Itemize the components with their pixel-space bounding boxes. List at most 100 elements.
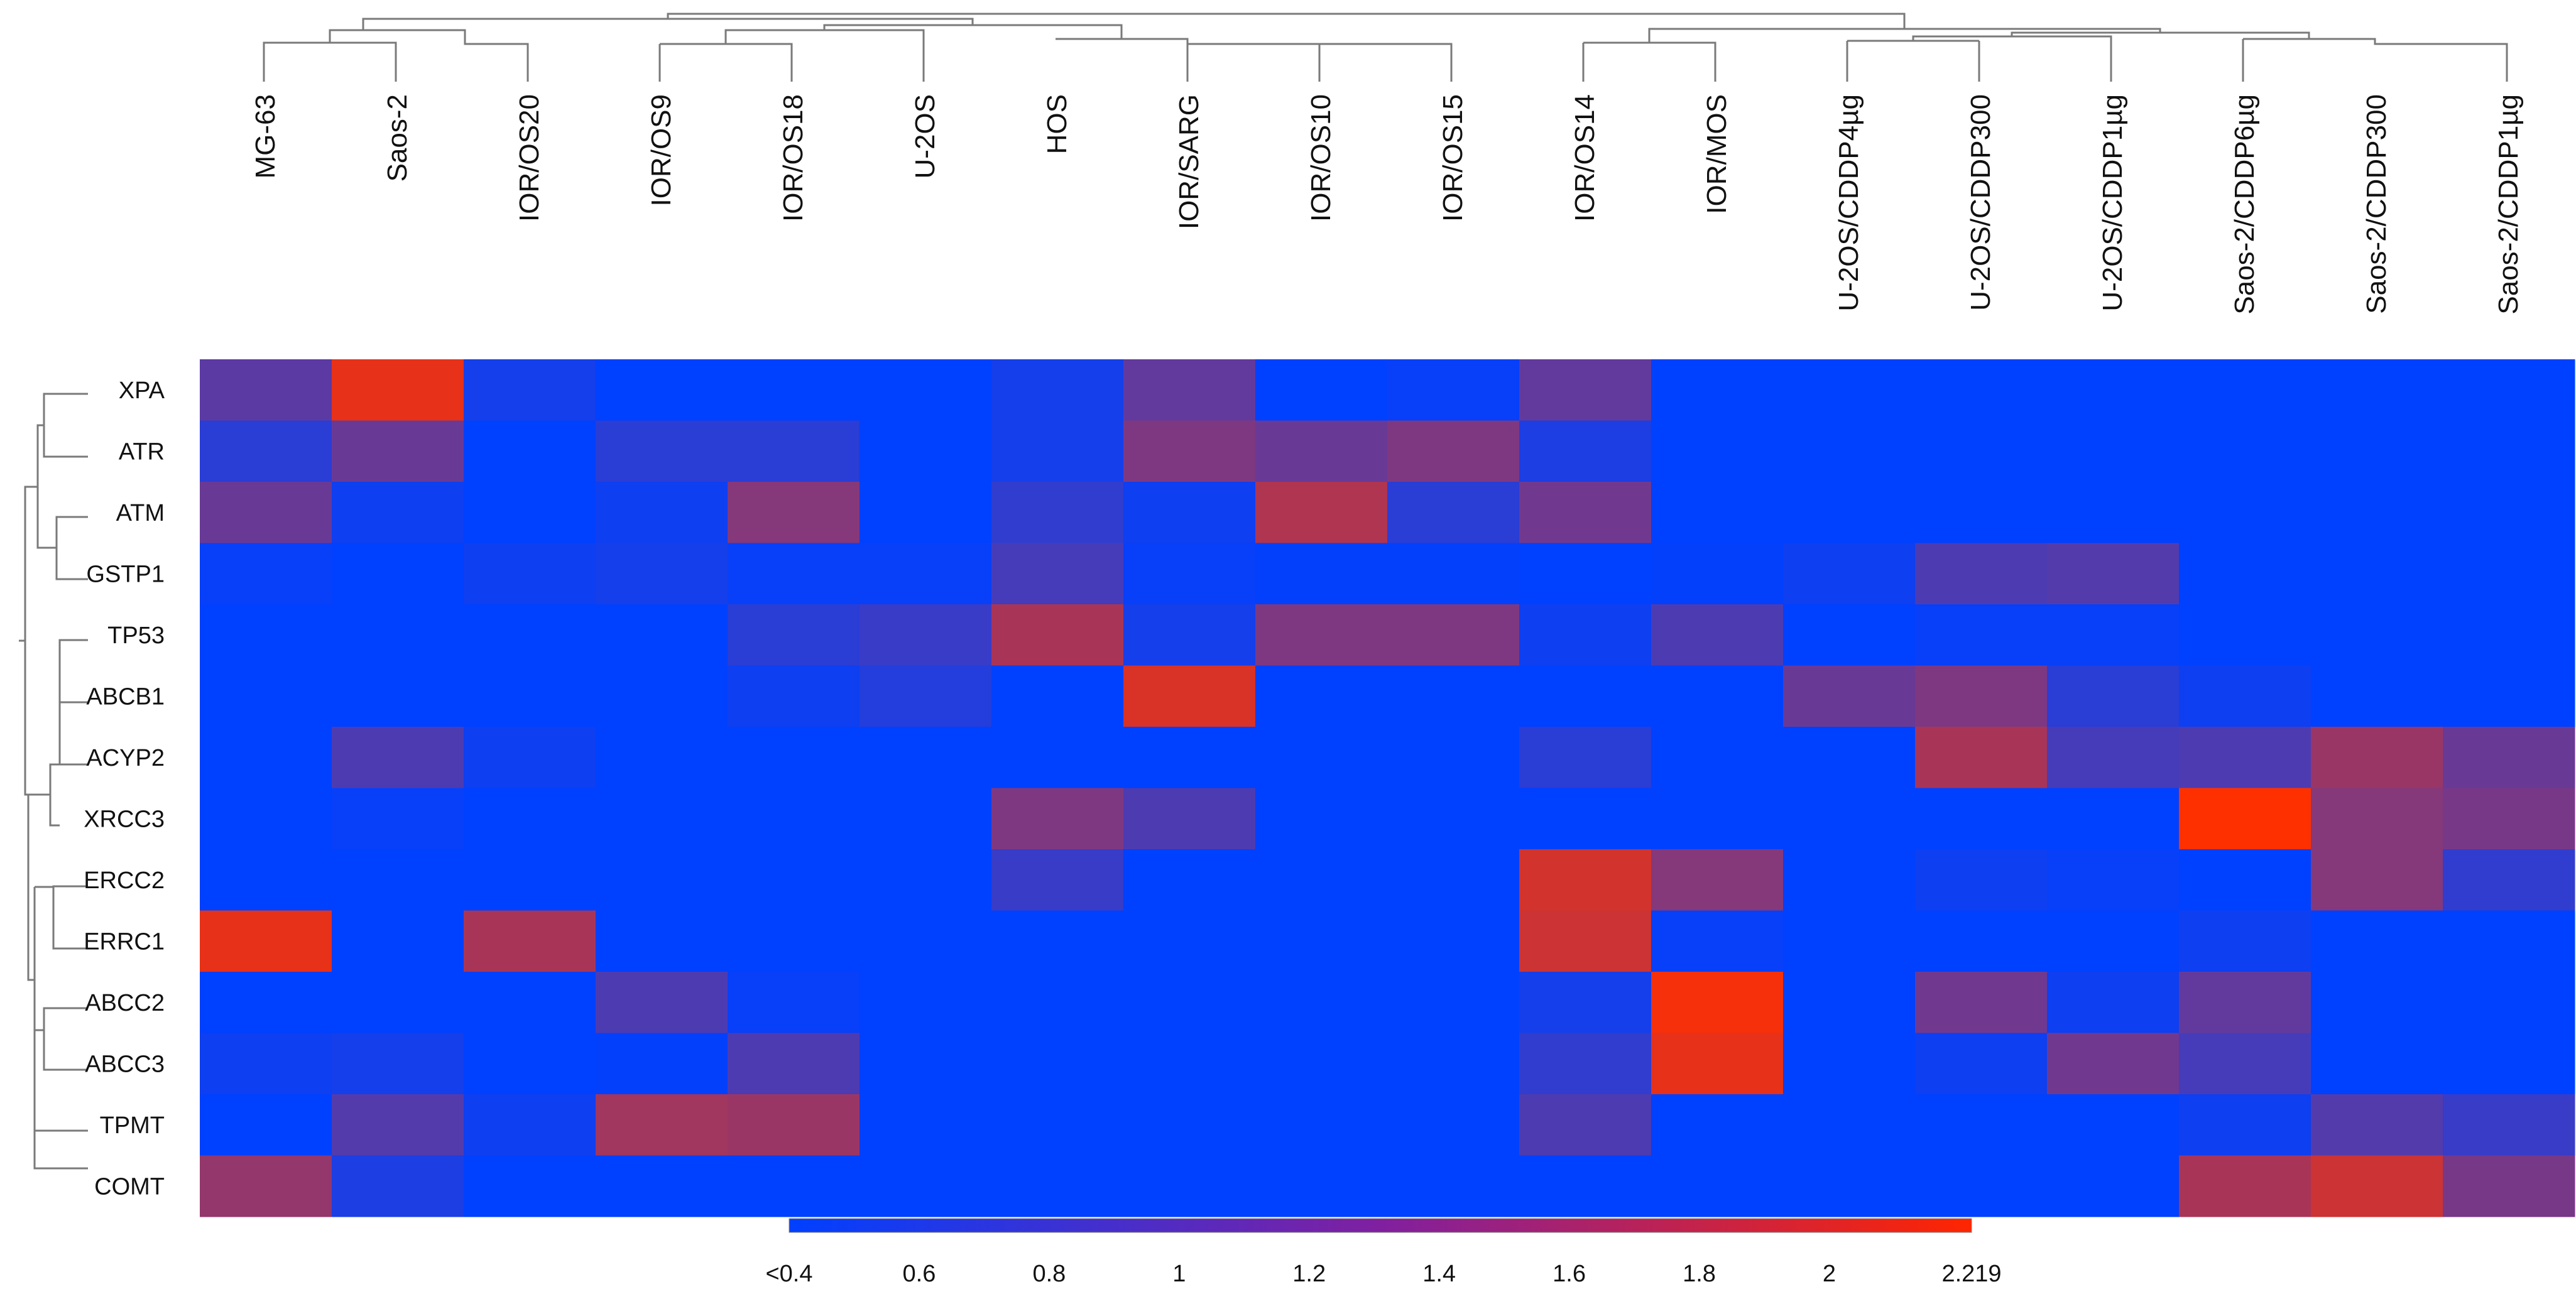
heatmap-cell: [200, 1155, 332, 1217]
heatmap-cell: [2047, 910, 2180, 972]
heatmap-cell: [1651, 482, 1784, 543]
heatmap-cell: [1915, 788, 2048, 850]
heatmap-cell: [2047, 1094, 2180, 1156]
heatmap-cell: [200, 849, 332, 911]
heatmap-cell: [991, 910, 1124, 972]
heatmap-cell: [332, 849, 464, 911]
heatmap-cell: [2443, 1033, 2575, 1095]
heatmap-cell: [2443, 1094, 2575, 1156]
heatmap-cell: [2047, 972, 2180, 1033]
heatmap-cell: [1519, 849, 1652, 911]
column-label: Saos-2/CDDP6µg: [2229, 94, 2260, 315]
heatmap-cell: [860, 1155, 992, 1217]
heatmap-cell: [728, 359, 860, 421]
heatmap-cell: [1387, 1094, 1520, 1156]
heatmap-cell: [728, 482, 860, 543]
column-label: IOR/MOS: [1701, 94, 1732, 214]
heatmap-cell: [728, 543, 860, 605]
heatmap-cell: [2443, 910, 2575, 972]
heatmap-cell: [2047, 482, 2180, 543]
heatmap-cell: [200, 543, 332, 605]
heatmap-cell: [596, 788, 728, 850]
heatmap-cell: [2443, 482, 2575, 543]
heatmap-cell: [1783, 543, 1916, 605]
row-label: XRCC3: [84, 806, 165, 832]
heatmap-cell: [2179, 359, 2311, 421]
heatmap-cell: [1255, 1094, 1388, 1156]
heatmap-cell: [2047, 1033, 2180, 1095]
heatmap-cell: [596, 420, 728, 482]
heatmap-cell: [2443, 788, 2575, 850]
heatmap-cell: [1915, 543, 2048, 605]
heatmap-cell: [1123, 788, 1256, 850]
heatmap-cell: [2047, 1155, 2180, 1217]
row-label: ERRC1: [84, 928, 165, 955]
column-label: Saos-2: [382, 94, 413, 182]
heatmap-cell: [1255, 1033, 1388, 1095]
heatmap-cell: [2311, 543, 2443, 605]
column-label: IOR/OS20: [514, 94, 545, 222]
heatmap-cell: [1915, 359, 2048, 421]
heatmap-cell: [1651, 1033, 1784, 1095]
heatmap-cell: [1783, 482, 1916, 543]
color-scale-tick-label: 0.6: [903, 1261, 936, 1287]
heatmap-cell: [1123, 1033, 1256, 1095]
heatmap-cell: [2179, 727, 2311, 788]
heatmap-cell: [1915, 604, 2048, 666]
heatmap-cell: [991, 482, 1124, 543]
heatmap-cell: [728, 910, 860, 972]
heatmap-cell: [200, 788, 332, 850]
heatmap-cell: [2179, 543, 2311, 605]
heatmap-cell: [860, 849, 992, 911]
column-label: HOS: [1042, 94, 1072, 154]
row-label: TPMT: [100, 1112, 165, 1139]
column-label: IOR/OS9: [646, 94, 677, 207]
heatmap-cell: [1255, 482, 1388, 543]
heatmap-cell: [596, 604, 728, 666]
heatmap-cell: [1255, 665, 1388, 727]
heatmap-cell: [2047, 420, 2180, 482]
heatmap-cell: [2179, 482, 2311, 543]
heatmap-cell: [1519, 727, 1652, 788]
heatmap-cell: [332, 665, 464, 727]
heatmap-cell: [200, 1094, 332, 1156]
heatmap-cell: [2443, 543, 2575, 605]
heatmap-cell: [2179, 665, 2311, 727]
heatmap-cell: [1387, 972, 1520, 1033]
heatmap-cell: [332, 359, 464, 421]
heatmap-cell: [1519, 788, 1652, 850]
column-labels: MG-63 Saos-2 IOR/OS20 IOR/OS9 IOR/OS18 U-2OS H…: [250, 94, 2524, 315]
row-label: ABCB1: [86, 683, 165, 710]
heatmap-cell: [1783, 1094, 1916, 1156]
heatmap-cell: [728, 972, 860, 1033]
heatmap-cell: [1519, 420, 1652, 482]
heatmap-cell: [2047, 359, 2180, 421]
heatmap-cell: [1123, 972, 1256, 1033]
column-label: IOR/OS14: [1569, 94, 1600, 222]
heatmap-cell: [991, 543, 1124, 605]
heatmap-cell: [2311, 1155, 2443, 1217]
row-labels: XPA ATR ATM GSTP1 TP53 ABCB1 ACYP2 XRCC3 ERCC2 ER…: [84, 378, 165, 1200]
heatmap-cell: [2179, 910, 2311, 972]
heatmap-cell: [596, 359, 728, 421]
heatmap-cell: [2311, 420, 2443, 482]
heatmap-cell: [2179, 604, 2311, 666]
heatmap-cell: [2311, 788, 2443, 850]
heatmap-cell: [1783, 910, 1916, 972]
heatmap-cell: [860, 727, 992, 788]
heatmap-cell: [1519, 1033, 1652, 1095]
column-label: U-2OS/CDDP300: [1965, 94, 1996, 311]
heatmap-cell: [1915, 665, 2048, 727]
heatmap-cell: [728, 604, 860, 666]
row-dendrogram: [19, 393, 88, 1170]
color-scale-bar: [789, 1218, 1972, 1233]
heatmap-cell: [728, 1094, 860, 1156]
heatmap-cell: [860, 910, 992, 972]
heatmap-cell: [1915, 482, 2048, 543]
heatmap-cell: [332, 1033, 464, 1095]
heatmap-cell: [1519, 665, 1652, 727]
heatmap-cell: [2443, 1155, 2575, 1217]
heatmap-cell: [860, 604, 992, 666]
heatmap-cell: [464, 482, 596, 543]
heatmap-cell: [2047, 849, 2180, 911]
